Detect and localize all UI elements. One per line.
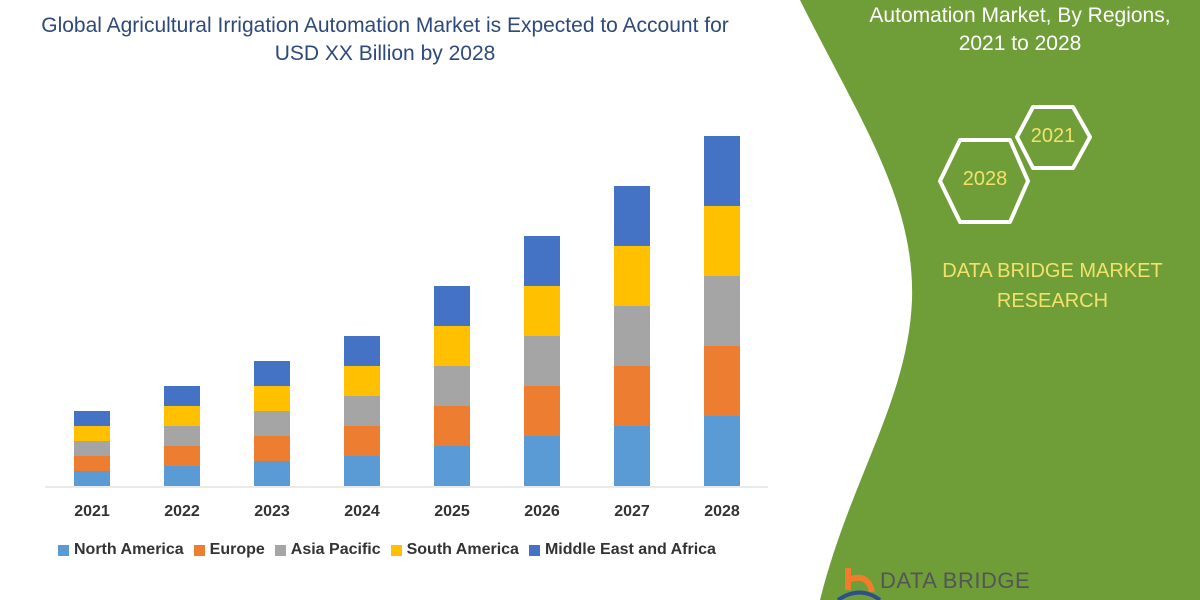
bar-segment-2028-middle-east-and-africa xyxy=(704,136,740,206)
bar-segment-2021-middle-east-and-africa xyxy=(74,411,110,426)
brand-line: DATA BRIDGE MARKET xyxy=(942,260,1163,282)
green-panel xyxy=(800,0,1200,600)
x-tick-label: 2023 xyxy=(254,503,290,520)
x-tick-label: 2022 xyxy=(164,503,200,520)
bar-segment-2025-north-america xyxy=(434,446,470,486)
legend-item: Asia Pacific xyxy=(274,541,381,559)
bar-segment-2021-south-america xyxy=(74,426,110,441)
bar-segment-2023-south-america xyxy=(254,386,290,411)
bar-segment-2021-asia-pacific xyxy=(74,441,110,456)
bar-segment-2025-europe xyxy=(434,406,470,446)
hexagon-2028 xyxy=(938,138,1030,224)
bar-segment-2028-europe xyxy=(704,346,740,416)
legend-item: South America xyxy=(390,541,519,559)
x-tick-label: 2024 xyxy=(344,503,380,520)
bar-segment-2026-asia-pacific xyxy=(524,336,560,386)
bar-segment-2024-south-america xyxy=(344,366,380,396)
legend-swatch xyxy=(58,544,69,556)
bar-segment-2025-south-america xyxy=(434,326,470,366)
x-tick-label: 2025 xyxy=(434,503,470,520)
bar-segment-2026-south-america xyxy=(524,286,560,336)
bar-segment-2026-europe xyxy=(524,386,560,436)
legend-swatch xyxy=(528,544,540,556)
bar-segment-2024-asia-pacific xyxy=(344,396,380,426)
bar-segment-2023-middle-east-and-africa xyxy=(254,361,290,386)
bar-segment-2023-north-america xyxy=(254,461,290,486)
bar-segment-2025-middle-east-and-africa xyxy=(434,286,470,326)
x-tick-label: 2026 xyxy=(524,503,560,520)
x-tick-label: 2028 xyxy=(704,503,740,520)
legend-swatch xyxy=(274,544,286,556)
bar-segment-2027-asia-pacific xyxy=(614,306,650,366)
bar-segment-2028-north-america xyxy=(704,416,740,486)
bar-segment-2021-europe xyxy=(74,456,110,471)
bar-segment-2028-asia-pacific xyxy=(704,276,740,346)
bar-segment-2027-europe xyxy=(614,366,650,426)
bar-segment-2023-europe xyxy=(254,436,290,461)
brand-text: DATA BRIDGE MARKET RESEARCH xyxy=(915,256,1190,316)
legend-label: Middle East and Africa xyxy=(544,541,716,558)
bar-segment-2024-europe xyxy=(344,426,380,456)
bar-segment-2022-middle-east-and-africa xyxy=(164,386,200,406)
hex-start-year: 2021 xyxy=(1030,125,1076,147)
bar-segment-2024-north-america xyxy=(344,456,380,486)
legend-label: South America xyxy=(406,541,519,558)
bar-segment-2027-north-america xyxy=(614,426,650,486)
legend-item: Europe xyxy=(193,541,265,559)
chart-title: Global Agricultural Irrigation Automatio… xyxy=(41,14,729,65)
side-panel-title: Automation Market, By Regions, 2021 to 2… xyxy=(830,2,1200,58)
bar-segment-2027-south-america xyxy=(614,246,650,306)
legend-label: Europe xyxy=(209,541,265,558)
bar-segment-2026-north-america xyxy=(524,436,560,486)
hexagon-2021 xyxy=(1015,105,1092,170)
bar-segment-2022-north-america xyxy=(164,466,200,486)
bar-segment-2027-middle-east-and-africa xyxy=(614,186,650,246)
bar-segment-2023-asia-pacific xyxy=(254,411,290,436)
bar-segment-2022-asia-pacific xyxy=(164,426,200,446)
bar-segment-2022-south-america xyxy=(164,406,200,426)
side-title-line: Automation Market, By Regions, xyxy=(869,4,1171,27)
bar-segment-2025-asia-pacific xyxy=(434,366,470,406)
legend-swatch xyxy=(193,544,205,556)
logo-text: DATA BRIDGE xyxy=(880,568,1031,593)
bar-segment-2028-south-america xyxy=(704,206,740,276)
brand-line: RESEARCH xyxy=(996,290,1109,312)
side-title-line: 2021 to 2028 xyxy=(958,32,1082,55)
legend-item: Middle East and Africa xyxy=(528,541,716,559)
x-tick-label: 2021 xyxy=(74,503,110,520)
bars xyxy=(74,136,740,486)
legend-item: North America xyxy=(58,541,184,559)
x-tick-label: 2027 xyxy=(614,503,650,520)
bar-segment-2024-middle-east-and-africa xyxy=(344,336,380,366)
legend-label: North America xyxy=(74,541,184,558)
bar-segment-2021-north-america xyxy=(74,471,110,486)
hex-end-year: 2028 xyxy=(962,168,1008,190)
bar-segment-2026-middle-east-and-africa xyxy=(524,236,560,286)
legend-swatch xyxy=(390,544,402,556)
legend-label: Asia Pacific xyxy=(290,541,381,558)
logo-mark xyxy=(836,568,882,600)
bar-segment-2022-europe xyxy=(164,446,200,466)
legend: North America Europe Asia Pacific South Ame… xyxy=(58,541,716,559)
